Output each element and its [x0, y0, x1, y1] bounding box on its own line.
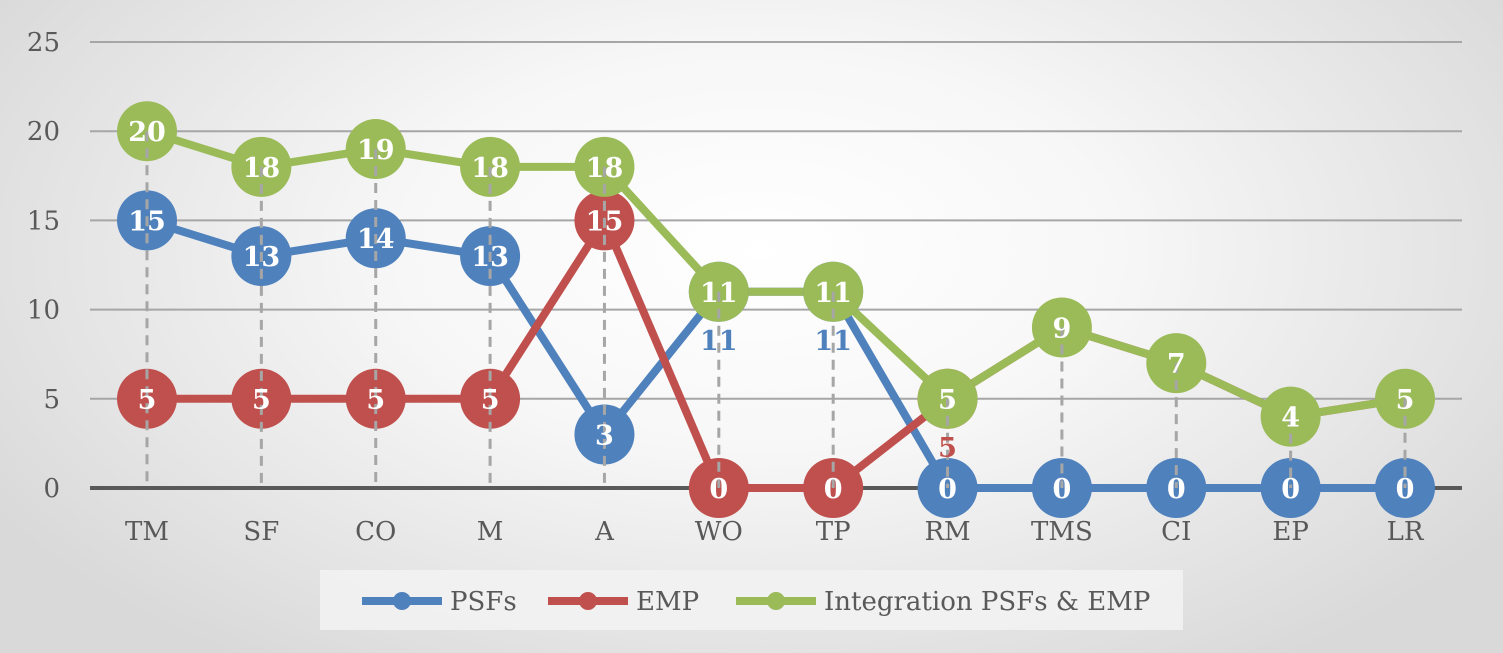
- y-tick-label: 10: [27, 296, 60, 326]
- x-tick-label: LR: [1387, 517, 1425, 547]
- data-label: 13: [243, 242, 281, 273]
- data-label: 13: [471, 242, 509, 273]
- data-point: [460, 368, 521, 429]
- data-label: 20: [128, 117, 166, 148]
- data-label: 15: [128, 206, 166, 237]
- data-point: [574, 404, 635, 465]
- data-label: 4: [1281, 403, 1300, 434]
- data-label: 5: [366, 385, 385, 416]
- legend-entry: EMP: [636, 587, 699, 617]
- data-label: 7: [1167, 349, 1186, 380]
- y-tick-label: 5: [43, 385, 60, 415]
- data-label: 5: [1396, 385, 1415, 416]
- data-label: 0: [1281, 474, 1300, 505]
- data-label: 5: [938, 385, 957, 416]
- data-label: 14: [357, 224, 395, 255]
- data-label: 5: [481, 385, 500, 416]
- data-label: 18: [471, 153, 509, 184]
- data-label: 0: [824, 474, 843, 505]
- series-line-PSFs: [145, 216, 1405, 492]
- data-label: 11: [814, 326, 852, 357]
- x-tick-label: EP: [1272, 517, 1308, 547]
- data-label: 19: [357, 135, 395, 166]
- data-label: 5: [138, 385, 157, 416]
- series-line-EMP: [147, 216, 1406, 492]
- y-tick-label: 15: [27, 206, 60, 236]
- x-tick-label: A: [594, 517, 615, 547]
- x-tick-label: RM: [924, 517, 970, 547]
- data-point: [345, 368, 406, 429]
- data-label: 0: [1167, 474, 1186, 505]
- data-label: 0: [709, 474, 728, 505]
- data-label: 18: [243, 153, 281, 184]
- data-label: 11: [700, 278, 738, 309]
- x-tick-label: WO: [695, 517, 743, 547]
- legend-swatch-marker: [767, 592, 785, 610]
- x-tick-label: TM: [125, 517, 169, 547]
- data-label: 0: [1396, 474, 1415, 505]
- x-tick-label: CO: [355, 517, 396, 547]
- y-tick-label: 0: [43, 474, 60, 504]
- data-label: 11: [700, 326, 738, 357]
- legend-entry: PSFs: [450, 587, 517, 617]
- data-label: 18: [586, 153, 624, 184]
- x-tick-label: CI: [1161, 517, 1191, 547]
- legend-swatch-marker: [393, 592, 411, 610]
- data-label: 5: [252, 385, 271, 416]
- x-tick-label: M: [477, 517, 504, 547]
- series-line-Integration PSFs & EMP: [145, 127, 1406, 421]
- y-tick-label: 20: [27, 117, 60, 147]
- y-tick-label: 25: [27, 28, 60, 58]
- x-tick-label: TMS: [1031, 517, 1093, 547]
- x-tick-label: SF: [243, 517, 279, 547]
- data-label: 0: [1053, 474, 1072, 505]
- data-point: [117, 368, 177, 429]
- legend-entry: Integration PSFs & EMP: [824, 587, 1150, 617]
- legend-swatch-marker: [579, 592, 597, 610]
- data-label: 5: [938, 433, 957, 464]
- data-label: 15: [586, 206, 624, 237]
- data-label: 9: [1053, 313, 1072, 344]
- data-label: 11: [814, 278, 852, 309]
- data-label: 3: [595, 420, 614, 451]
- data-label: 0: [938, 474, 957, 505]
- data-point: [231, 368, 292, 429]
- x-tick-label: TP: [816, 517, 851, 547]
